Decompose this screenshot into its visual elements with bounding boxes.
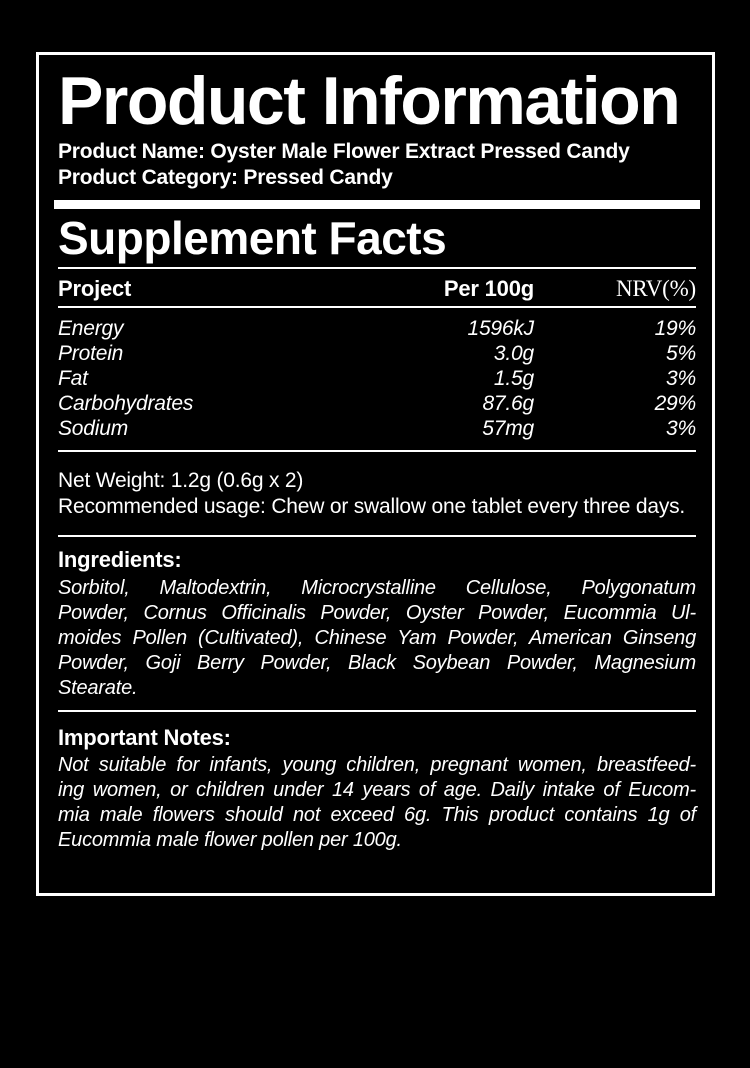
recommended-usage-line: Recommended usage: Chew or swallow one t… xyxy=(58,495,686,518)
ingredients-line: moides Pollen (Cultivated), Chinese Yam … xyxy=(58,627,696,649)
nutrient-nrv: 5% xyxy=(666,342,696,365)
column-header-nrv: NRV(%) xyxy=(616,276,696,301)
rule-above-important-notes xyxy=(58,710,696,712)
column-header-project: Project xyxy=(58,276,132,301)
ingredients-heading: Ingredients: xyxy=(58,547,182,572)
nutrient-amount: 3.0g xyxy=(493,342,534,365)
important-notes-paragraph: Not suitable for infants, young children… xyxy=(58,753,696,853)
label-content: Product Information Product Name: Oyster… xyxy=(39,55,712,853)
nutrient-nrv: 3% xyxy=(666,417,696,440)
table-row: Protein 3.0g 5% xyxy=(58,341,696,366)
nutrient-amount: 57mg xyxy=(482,417,534,440)
important-notes-line: mia male flowers should not exceed 6g. T… xyxy=(58,804,696,826)
nutrient-name: Protein xyxy=(58,342,124,365)
rule-above-ingredients xyxy=(58,535,696,537)
table-row: Fat 1.5g 3% xyxy=(58,366,696,391)
nutrient-name: Fat xyxy=(58,367,88,390)
important-notes-line: Eucommia male flower pollen per 100g. xyxy=(58,829,402,851)
table-row: Energy 1596kJ 19% xyxy=(58,316,696,341)
ingredients-line: Powder, Goji Berry Powder, Black Soybean… xyxy=(58,652,696,674)
product-name-line: Product Name: Oyster Male Flower Extract… xyxy=(58,140,630,163)
product-category-line: Product Category: Pressed Candy xyxy=(58,166,393,189)
nutrient-amount: 87.6g xyxy=(482,392,534,415)
nutrient-name: Sodium xyxy=(58,417,129,440)
table-row: Carbohydrates 87.6g 29% xyxy=(58,391,696,416)
nutrient-amount: 1596kJ xyxy=(467,317,534,340)
nutrient-nrv: 29% xyxy=(654,392,697,415)
ingredients-line: Powder, Cornus Officinalis Powder, Oyste… xyxy=(58,602,696,624)
rule-above-table-header xyxy=(58,267,696,269)
ingredients-paragraph: Sorbitol, Maltodextrin, Microcrystalline… xyxy=(58,576,696,701)
net-weight-block: Net Weight: 1.2g (0.6g x 2) Recommended … xyxy=(58,468,696,520)
important-notes-heading: Important Notes: xyxy=(58,725,231,750)
page-title: Product Information xyxy=(58,63,681,139)
table-row: Sodium 57mg 3% xyxy=(58,416,696,441)
net-weight-line: Net Weight: 1.2g (0.6g x 2) xyxy=(58,469,304,492)
nutrient-name: Energy xyxy=(58,317,124,340)
important-notes-line: Not suitable for infants, young children… xyxy=(58,754,696,776)
product-label: Product Information Product Name: Oyster… xyxy=(36,52,715,896)
nutrition-table-body: Energy 1596kJ 19% Protein 3.0g 5% Fat 1.… xyxy=(58,316,696,441)
nutrient-name: Carbohydrates xyxy=(58,392,194,415)
ingredients-line: Stearate. xyxy=(58,677,138,699)
rule-below-table-header xyxy=(58,306,696,308)
nutrient-amount: 1.5g xyxy=(493,367,534,390)
supplement-facts-title: Supplement Facts xyxy=(58,212,447,264)
important-notes-line: ing women, or children under 14 years of… xyxy=(58,779,696,801)
ingredients-line: Sorbitol, Maltodextrin, Microcrystalline… xyxy=(58,577,696,599)
table-header-row: Project Per 100g NRV(%) xyxy=(58,275,696,303)
nutrient-nrv: 3% xyxy=(666,367,696,390)
column-header-per-100g: Per 100g xyxy=(443,276,534,301)
rule-below-table xyxy=(58,450,696,452)
nutrient-nrv: 19% xyxy=(654,317,697,340)
section-divider-bar xyxy=(54,200,700,209)
